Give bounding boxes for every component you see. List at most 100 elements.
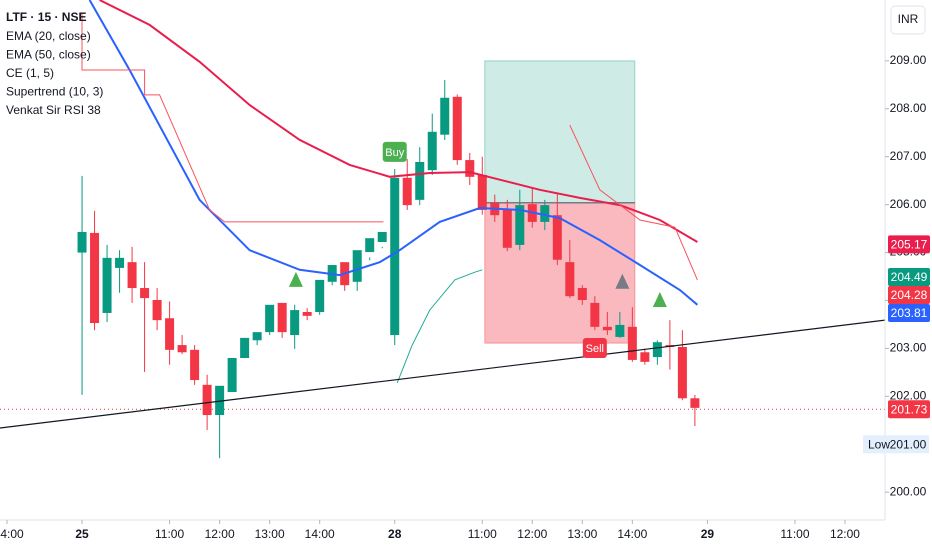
- candle-body: [640, 352, 650, 362]
- x-tick-label: 14:00: [305, 527, 335, 541]
- candle-body: [140, 288, 150, 299]
- candle-body: [215, 385, 225, 416]
- candle-body: [515, 205, 525, 245]
- price-label-box: [888, 235, 930, 254]
- candle-body: [602, 326, 612, 331]
- x-tick-label: 13:00: [567, 527, 597, 541]
- x-tick-label: 11:00: [780, 527, 809, 541]
- candle-body: [165, 318, 175, 350]
- y-tick-label: 202.00: [890, 389, 927, 403]
- candle-body: [90, 232, 100, 324]
- y-tick-label: 203.00: [890, 341, 927, 355]
- candle-body: [552, 215, 562, 260]
- x-tick-label: 25: [75, 527, 89, 541]
- candle-body: [352, 250, 362, 282]
- profit-zone: [484, 60, 636, 204]
- candle-body: [390, 177, 400, 336]
- legend-entry: Supertrend (10, 3): [6, 85, 103, 99]
- indicator-line: [396, 269, 483, 384]
- y-tick-label: 206.00: [890, 197, 927, 211]
- legend-entry: EMA (20, close): [6, 29, 91, 43]
- y-tick-label: 209.00: [890, 53, 927, 67]
- indicator-line: [88, 0, 699, 306]
- candle-body: [565, 262, 575, 297]
- candle-body: [627, 326, 637, 360]
- candle-body: [440, 97, 450, 135]
- low-label: Low: [868, 437, 890, 451]
- x-tick-label: 28: [388, 527, 402, 541]
- candle-body: [240, 337, 250, 359]
- candle-body: [290, 310, 300, 336]
- signal-triangle: [615, 273, 630, 289]
- price-label-box: [888, 304, 930, 323]
- candle-body: [690, 398, 700, 408]
- currency: INR: [898, 12, 919, 26]
- candle-body: [202, 384, 212, 416]
- candle-body: [365, 238, 375, 253]
- signal-triangle: [288, 271, 303, 287]
- price-label: 201.73: [891, 402, 928, 416]
- candle-body: [402, 177, 412, 206]
- candle-body: [427, 131, 437, 171]
- legend-entry: Venkat Sir RSI 38: [6, 103, 101, 117]
- legend-entry: EMA (50, close): [6, 47, 91, 61]
- y-tick-label: 200.00: [890, 484, 927, 498]
- indicator-line: [81, 12, 698, 281]
- signal-label: Sell: [586, 343, 604, 355]
- y-tick-label: 208.00: [890, 101, 927, 115]
- candle-body: [315, 279, 325, 312]
- x-tick-label: 12:00: [517, 527, 547, 541]
- candle-body: [177, 345, 187, 353]
- price-label: 205.17: [891, 238, 928, 252]
- candle-body: [577, 288, 587, 301]
- y-tick-label: 207.00: [890, 149, 927, 163]
- x-tick-label: 12:00: [205, 527, 235, 541]
- indicator-line: [99, 0, 698, 243]
- candle-body: [615, 324, 625, 337]
- currency-box[interactable]: [890, 5, 926, 35]
- price-label-box: [888, 268, 930, 287]
- candle-body: [227, 358, 237, 393]
- low-value: 201.00: [890, 437, 927, 451]
- signal-label: Buy: [385, 147, 404, 159]
- candle-body: [302, 312, 312, 316]
- low-box: [863, 435, 929, 454]
- candle-body: [677, 346, 687, 399]
- candle-body: [190, 349, 200, 381]
- candle-body: [127, 262, 137, 289]
- price-label: 204.28: [891, 288, 928, 302]
- plot-area: Buy Sell: [0, 0, 885, 459]
- x-tick-label: 4:00: [0, 527, 24, 541]
- candle-body: [265, 304, 275, 333]
- legend-entry: LTF · 15 · NSE: [6, 10, 86, 24]
- candle-body: [465, 160, 475, 177]
- price-label: 204.49: [891, 270, 928, 284]
- x-tick-label: 11:00: [468, 527, 497, 541]
- x-tick-label: 12:00: [830, 527, 860, 541]
- candle-body: [377, 231, 387, 243]
- x-tick-label: 13:00: [255, 527, 285, 541]
- candle-body: [277, 302, 287, 333]
- candle-body: [652, 342, 662, 358]
- candle-body: [477, 174, 487, 210]
- candle-body: [502, 209, 512, 248]
- signal-triangle: [652, 292, 667, 308]
- candle-body: [115, 257, 125, 268]
- candle-body: [252, 332, 262, 341]
- candle-body: [152, 300, 162, 321]
- x-tick-label: 11:00: [155, 527, 184, 541]
- price-label-box: [888, 286, 930, 305]
- candle-body: [102, 257, 112, 313]
- price-label-box: [888, 400, 930, 419]
- x-tick-label: 14:00: [617, 527, 647, 541]
- candle-body: [540, 205, 550, 222]
- signal-box: [382, 141, 407, 162]
- signal-box: [582, 337, 607, 358]
- legend-entry: CE (1, 5): [6, 66, 54, 80]
- price-label: 203.81: [891, 306, 928, 320]
- candle-body: [590, 302, 600, 327]
- candle-body: [77, 231, 87, 253]
- x-tick-label: 29: [701, 527, 715, 541]
